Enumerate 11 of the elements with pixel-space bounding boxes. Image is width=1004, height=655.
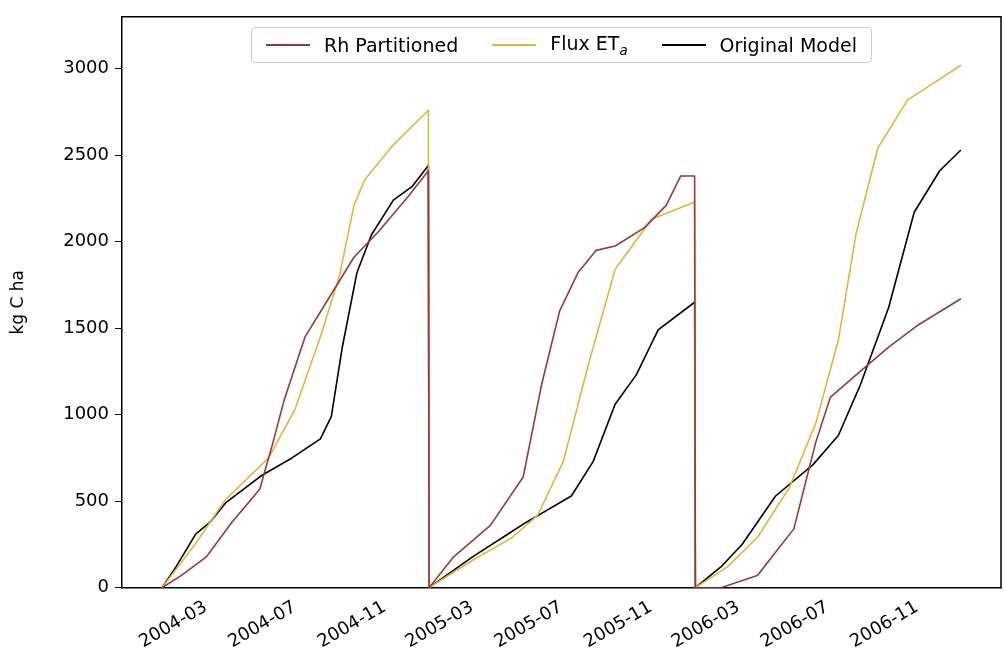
y-tick-label: 2500 xyxy=(63,142,109,164)
y-tick-label: 1500 xyxy=(63,315,109,337)
y-tick-label: 1000 xyxy=(63,402,109,424)
y-tick-label: 500 xyxy=(74,488,109,510)
legend-label: Flux ET$_{a}$ xyxy=(550,31,628,58)
y-tick-label: 0 xyxy=(97,575,109,597)
y-tick-label: 3000 xyxy=(63,56,109,78)
y-tick-label: 2000 xyxy=(63,229,109,251)
y-axis-title: kg C ha xyxy=(6,269,27,335)
legend-label: Original Model xyxy=(719,33,857,56)
legend-label: Rh Partitioned xyxy=(324,33,459,56)
